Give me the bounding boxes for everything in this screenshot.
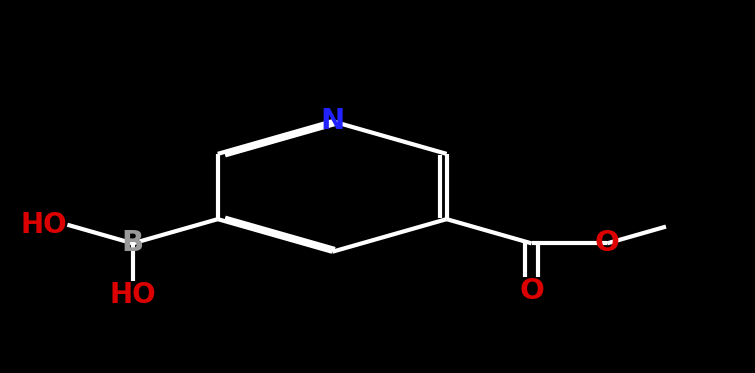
Text: HO: HO xyxy=(109,280,156,309)
Text: O: O xyxy=(595,229,620,257)
Text: N: N xyxy=(320,107,344,135)
Text: B: B xyxy=(122,229,144,257)
Text: HO: HO xyxy=(21,211,67,239)
Text: O: O xyxy=(519,277,544,305)
